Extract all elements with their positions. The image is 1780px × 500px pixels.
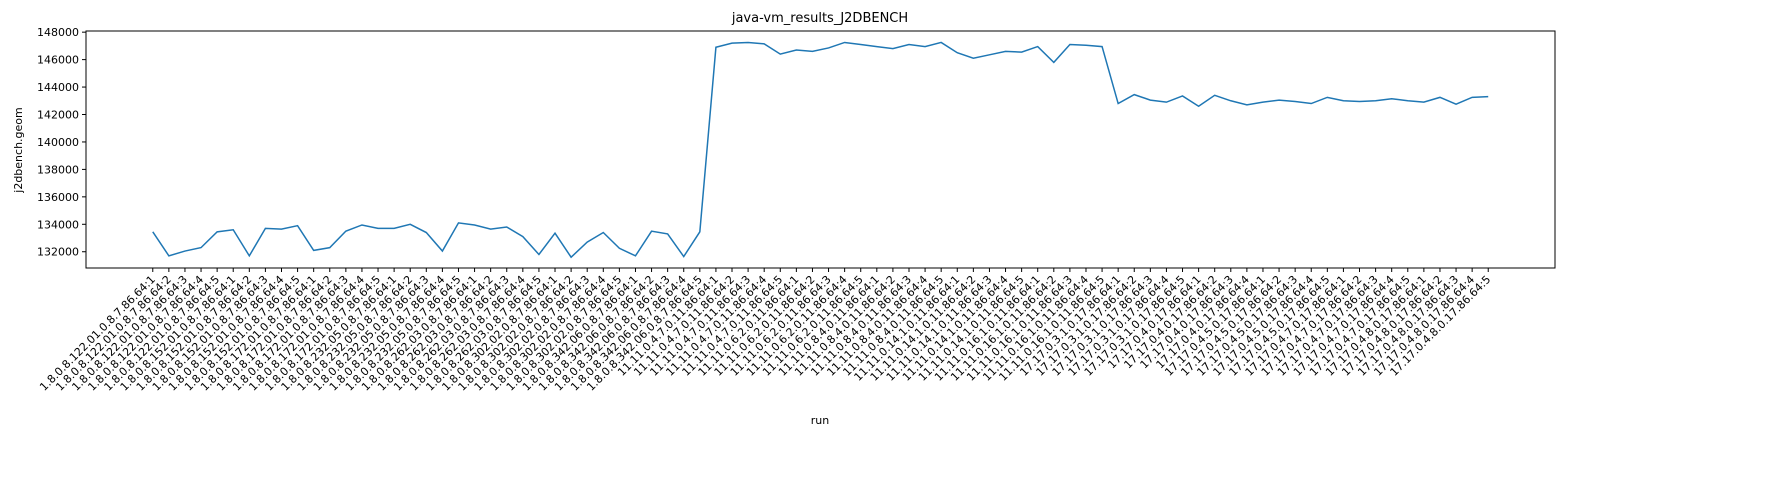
y-tick-label: 138000 (37, 163, 79, 176)
y-tick-label: 142000 (37, 109, 79, 122)
x-axis-label: run (811, 414, 829, 427)
y-axis-label: j2dbench.geom (12, 107, 25, 193)
axes-frame (85, 30, 1556, 269)
y-tick-label: 136000 (37, 191, 79, 204)
y-tick-label: 144000 (37, 81, 79, 94)
data-line (152, 41, 1489, 259)
y-tick-label: 148000 (37, 26, 79, 39)
y-tick-label: 132000 (37, 246, 79, 259)
y-tick-label: 140000 (37, 136, 79, 149)
chart-title: java-vm_results_J2DBENCH (731, 11, 908, 26)
y-tick-label: 146000 (37, 54, 79, 67)
y-tick-label: 134000 (37, 218, 79, 231)
